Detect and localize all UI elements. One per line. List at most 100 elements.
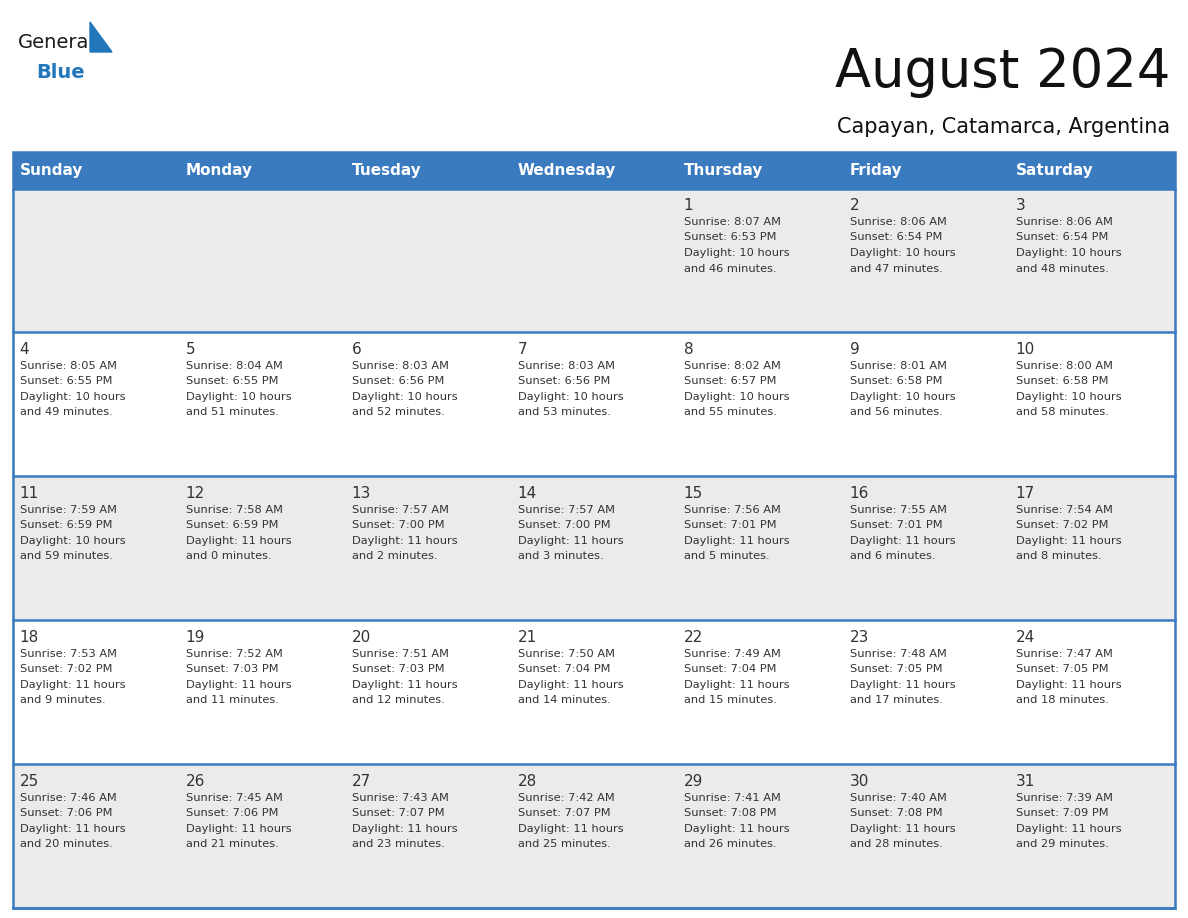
Text: Sunset: 7:06 PM: Sunset: 7:06 PM (185, 808, 278, 818)
Bar (13, 152, 1175, 188)
Text: and 11 minutes.: and 11 minutes. (185, 695, 278, 705)
Text: 21: 21 (518, 630, 537, 645)
Text: 26: 26 (185, 774, 206, 789)
Text: Daylight: 11 hours: Daylight: 11 hours (185, 536, 291, 546)
Text: Sunrise: 8:04 AM: Sunrise: 8:04 AM (185, 361, 283, 371)
Text: Sunset: 7:05 PM: Sunset: 7:05 PM (849, 665, 942, 674)
Text: and 21 minutes.: and 21 minutes. (185, 839, 278, 849)
Text: 6: 6 (352, 342, 361, 357)
Text: Sunset: 7:02 PM: Sunset: 7:02 PM (1016, 521, 1108, 531)
Text: Sunrise: 7:48 AM: Sunrise: 7:48 AM (849, 649, 947, 659)
Text: Sunrise: 8:03 AM: Sunrise: 8:03 AM (518, 361, 614, 371)
Text: 30: 30 (849, 774, 868, 789)
Text: 24: 24 (1016, 630, 1035, 645)
Text: Monday: Monday (185, 162, 253, 178)
Text: and 59 minutes.: and 59 minutes. (20, 552, 113, 561)
Text: 18: 18 (20, 630, 39, 645)
Text: Daylight: 11 hours: Daylight: 11 hours (1016, 536, 1121, 546)
Text: and 5 minutes.: and 5 minutes. (683, 552, 770, 561)
Text: Sunrise: 7:56 AM: Sunrise: 7:56 AM (683, 505, 781, 515)
Polygon shape (90, 22, 112, 52)
Text: and 25 minutes.: and 25 minutes. (518, 839, 611, 849)
Text: Daylight: 11 hours: Daylight: 11 hours (518, 823, 624, 834)
Text: 7: 7 (518, 342, 527, 357)
Bar (13, 621, 1175, 764)
Text: Sunrise: 7:55 AM: Sunrise: 7:55 AM (849, 505, 947, 515)
Text: Sunrise: 7:52 AM: Sunrise: 7:52 AM (185, 649, 283, 659)
Text: Sunset: 7:04 PM: Sunset: 7:04 PM (518, 665, 611, 674)
Text: Sunset: 7:00 PM: Sunset: 7:00 PM (518, 521, 611, 531)
Text: Sunrise: 7:40 AM: Sunrise: 7:40 AM (849, 792, 947, 802)
Text: Daylight: 11 hours: Daylight: 11 hours (849, 679, 955, 689)
Text: Sunrise: 7:45 AM: Sunrise: 7:45 AM (185, 792, 283, 802)
Text: and 58 minutes.: and 58 minutes. (1016, 408, 1108, 418)
Text: Daylight: 10 hours: Daylight: 10 hours (683, 392, 789, 402)
Text: and 49 minutes.: and 49 minutes. (20, 408, 113, 418)
Text: Daylight: 11 hours: Daylight: 11 hours (185, 823, 291, 834)
Text: Sunset: 6:53 PM: Sunset: 6:53 PM (683, 232, 776, 242)
Text: Sunset: 6:59 PM: Sunset: 6:59 PM (185, 521, 278, 531)
Text: Daylight: 11 hours: Daylight: 11 hours (849, 823, 955, 834)
Text: Sunrise: 8:06 AM: Sunrise: 8:06 AM (849, 217, 947, 227)
Text: Sunrise: 7:53 AM: Sunrise: 7:53 AM (20, 649, 116, 659)
Text: Daylight: 10 hours: Daylight: 10 hours (20, 392, 125, 402)
Text: Sunset: 7:03 PM: Sunset: 7:03 PM (185, 665, 278, 674)
Text: 2: 2 (849, 198, 859, 214)
Text: and 56 minutes.: and 56 minutes. (849, 408, 942, 418)
Text: Sunrise: 8:05 AM: Sunrise: 8:05 AM (20, 361, 116, 371)
Text: and 9 minutes.: and 9 minutes. (20, 695, 106, 705)
Text: Wednesday: Wednesday (518, 162, 617, 178)
Text: Daylight: 10 hours: Daylight: 10 hours (1016, 392, 1121, 402)
Text: Sunset: 7:08 PM: Sunset: 7:08 PM (849, 808, 942, 818)
Text: Daylight: 10 hours: Daylight: 10 hours (849, 392, 955, 402)
Text: Sunrise: 7:46 AM: Sunrise: 7:46 AM (20, 792, 116, 802)
Text: 8: 8 (683, 342, 694, 357)
Bar (13, 764, 1175, 908)
Text: Sunrise: 8:07 AM: Sunrise: 8:07 AM (683, 217, 781, 227)
Text: and 53 minutes.: and 53 minutes. (518, 408, 611, 418)
Text: Sunset: 7:04 PM: Sunset: 7:04 PM (683, 665, 776, 674)
Text: and 17 minutes.: and 17 minutes. (849, 695, 942, 705)
Text: Daylight: 10 hours: Daylight: 10 hours (518, 392, 624, 402)
Text: Daylight: 11 hours: Daylight: 11 hours (1016, 823, 1121, 834)
Text: 3: 3 (1016, 198, 1025, 214)
Text: Sunset: 7:07 PM: Sunset: 7:07 PM (518, 808, 611, 818)
Text: Sunset: 6:58 PM: Sunset: 6:58 PM (1016, 376, 1108, 386)
Text: Sunset: 6:57 PM: Sunset: 6:57 PM (683, 376, 776, 386)
Text: 20: 20 (352, 630, 371, 645)
Text: Sunrise: 7:43 AM: Sunrise: 7:43 AM (352, 792, 449, 802)
Text: and 6 minutes.: and 6 minutes. (849, 552, 935, 561)
Text: and 51 minutes.: and 51 minutes. (185, 408, 278, 418)
Text: Daylight: 11 hours: Daylight: 11 hours (683, 536, 789, 546)
Text: 17: 17 (1016, 487, 1035, 501)
Text: Sunset: 7:01 PM: Sunset: 7:01 PM (849, 521, 942, 531)
Text: Sunrise: 7:49 AM: Sunrise: 7:49 AM (683, 649, 781, 659)
Bar (13, 476, 1175, 621)
Text: and 20 minutes.: and 20 minutes. (20, 839, 113, 849)
Text: and 8 minutes.: and 8 minutes. (1016, 552, 1101, 561)
Text: and 18 minutes.: and 18 minutes. (1016, 695, 1108, 705)
Text: Sunset: 6:54 PM: Sunset: 6:54 PM (1016, 232, 1108, 242)
Text: 5: 5 (185, 342, 195, 357)
Text: Sunrise: 7:57 AM: Sunrise: 7:57 AM (352, 505, 449, 515)
Text: and 23 minutes.: and 23 minutes. (352, 839, 444, 849)
Text: and 55 minutes.: and 55 minutes. (683, 408, 777, 418)
Text: Blue: Blue (36, 63, 84, 82)
Text: Tuesday: Tuesday (352, 162, 422, 178)
Text: 16: 16 (849, 487, 868, 501)
Text: Sunset: 7:08 PM: Sunset: 7:08 PM (683, 808, 776, 818)
Text: Sunrise: 7:54 AM: Sunrise: 7:54 AM (1016, 505, 1112, 515)
Text: Sunset: 7:03 PM: Sunset: 7:03 PM (352, 665, 444, 674)
Text: Capayan, Catamarca, Argentina: Capayan, Catamarca, Argentina (836, 117, 1170, 137)
Text: Sunset: 6:55 PM: Sunset: 6:55 PM (185, 376, 278, 386)
Text: Daylight: 11 hours: Daylight: 11 hours (352, 679, 457, 689)
Text: and 26 minutes.: and 26 minutes. (683, 839, 776, 849)
Text: Daylight: 11 hours: Daylight: 11 hours (518, 679, 624, 689)
Text: Sunrise: 7:41 AM: Sunrise: 7:41 AM (683, 792, 781, 802)
Text: and 12 minutes.: and 12 minutes. (352, 695, 444, 705)
Text: Sunset: 6:56 PM: Sunset: 6:56 PM (518, 376, 609, 386)
Text: General: General (18, 33, 95, 52)
Text: 22: 22 (683, 630, 703, 645)
Text: Sunrise: 8:03 AM: Sunrise: 8:03 AM (352, 361, 449, 371)
Text: Sunset: 6:58 PM: Sunset: 6:58 PM (849, 376, 942, 386)
